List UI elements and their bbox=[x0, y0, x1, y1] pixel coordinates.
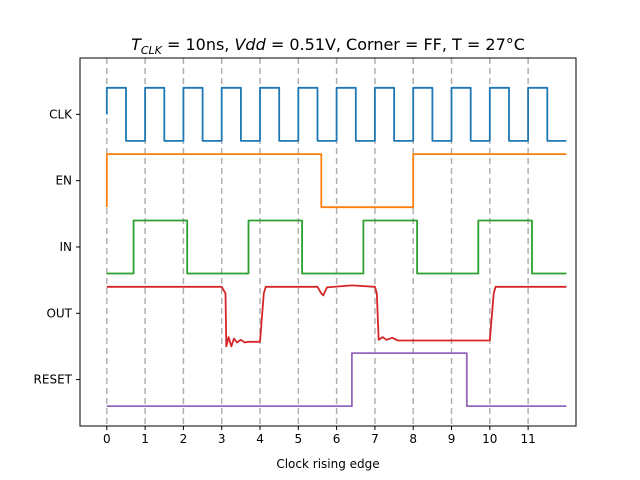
series-line-clk bbox=[105, 86, 567, 142]
title-part: Vdd bbox=[234, 35, 266, 54]
title-part: = 10ns, bbox=[162, 35, 235, 54]
y-tick-label: CLK bbox=[49, 107, 73, 121]
y-tick-label: OUT bbox=[46, 306, 72, 320]
title-part: = 0.51V, Corner = FF, T = 27°C bbox=[266, 35, 525, 54]
x-tick-label: 11 bbox=[520, 432, 535, 446]
series-line-out bbox=[106, 284, 567, 348]
x-axis-label: Clock rising edge bbox=[276, 457, 379, 471]
title-part: CLK bbox=[141, 44, 163, 57]
y-tick-label: RESET bbox=[34, 373, 73, 387]
series-line-reset bbox=[106, 352, 567, 408]
series-line-in bbox=[106, 219, 567, 275]
plot-frame bbox=[79, 57, 577, 427]
title-part: T bbox=[131, 35, 142, 54]
y-tick-label: IN bbox=[59, 240, 72, 254]
x-tick-label: 6 bbox=[333, 432, 341, 446]
chart-title: TCLK = 10ns, Vdd = 0.51V, Corner = FF, T… bbox=[131, 35, 525, 57]
series-lines bbox=[105, 86, 567, 408]
x-tick-label: 8 bbox=[409, 432, 417, 446]
x-tick-label: 5 bbox=[294, 432, 302, 446]
x-tick-label: 9 bbox=[448, 432, 456, 446]
x-tick-label: 2 bbox=[180, 432, 188, 446]
x-ticks: 0 1 2 3 4 5 6 7 8 9 10 11 bbox=[103, 426, 536, 446]
y-tick-label: EN bbox=[55, 174, 72, 188]
x-tick-label: 1 bbox=[141, 432, 149, 446]
x-tick-label: 4 bbox=[256, 432, 264, 446]
series-line-en bbox=[105, 153, 567, 209]
x-tick-label: 0 bbox=[103, 432, 111, 446]
y-ticks: RESET OUT IN EN CLK bbox=[34, 107, 80, 387]
x-tick-label: 3 bbox=[218, 432, 226, 446]
x-tick-label: 7 bbox=[371, 432, 379, 446]
x-tick-label: 10 bbox=[482, 432, 497, 446]
